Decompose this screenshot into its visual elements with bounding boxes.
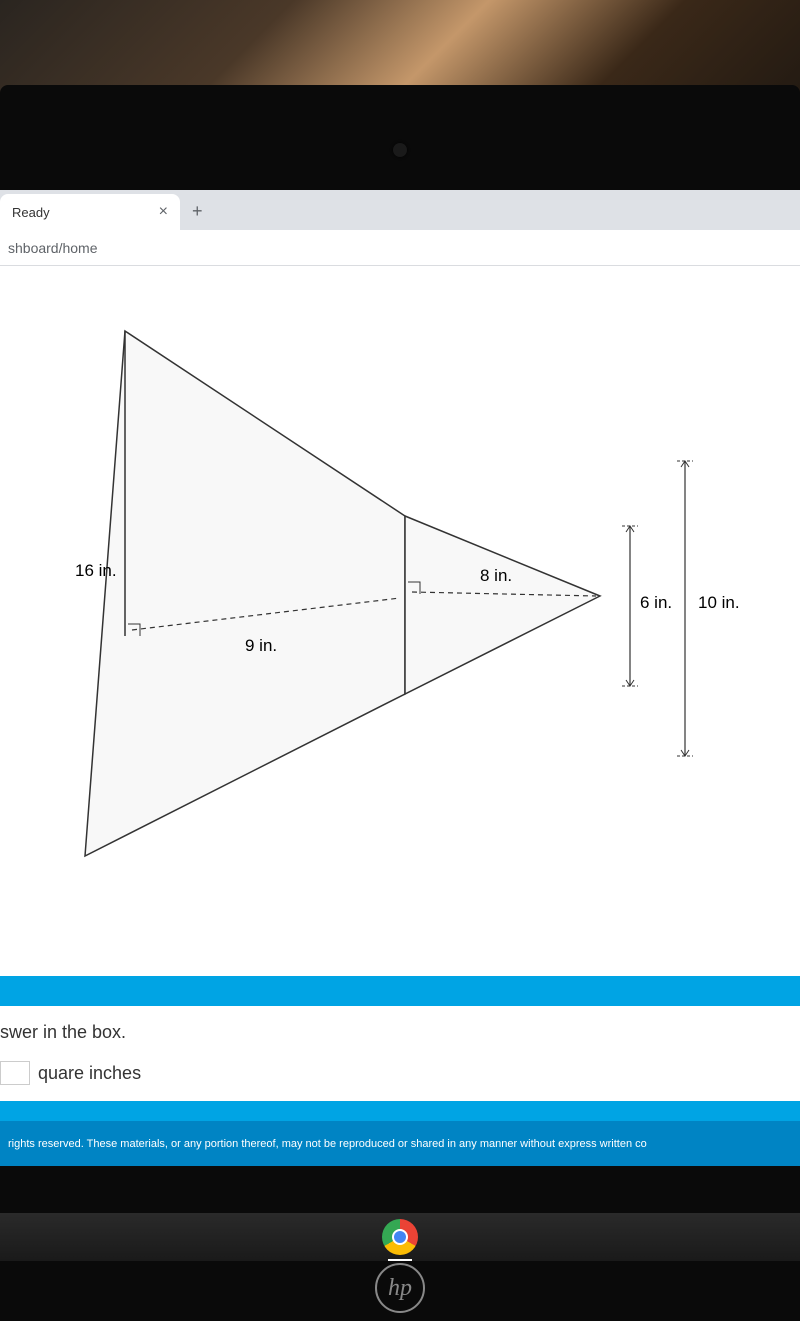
- new-tab-button[interactable]: +: [180, 193, 215, 230]
- page-content: 16 in. 9 in. 8 in. 6 in. 10 in.: [0, 266, 800, 976]
- answer-input-box[interactable]: [0, 1061, 30, 1085]
- laptop-frame: Ready × + shboard/home: [0, 85, 800, 1321]
- tab-title: Ready: [12, 205, 50, 220]
- answer-prompt-1: swer in the box.: [0, 1022, 800, 1043]
- hp-logo: hp: [375, 1263, 425, 1313]
- close-tab-icon[interactable]: ×: [159, 203, 168, 221]
- label-8in: 8 in.: [480, 566, 512, 585]
- label-6in: 6 in.: [640, 593, 672, 612]
- laptop-camera: [393, 143, 407, 157]
- label-10in: 10 in.: [698, 593, 740, 612]
- label-9in: 9 in.: [245, 636, 277, 655]
- chrome-icon[interactable]: [382, 1219, 418, 1255]
- label-16in: 16 in.: [75, 561, 117, 580]
- answer-units: quare inches: [38, 1063, 141, 1084]
- url-text: shboard/home: [8, 240, 98, 256]
- copyright-footer: rights reserved. These materials, or any…: [0, 1121, 800, 1166]
- browser-tab[interactable]: Ready ×: [0, 194, 180, 230]
- blue-divider-top: [0, 976, 800, 1006]
- taskbar: [0, 1213, 800, 1261]
- blue-divider-bottom: [0, 1101, 800, 1121]
- answer-prompt-2: quare inches: [0, 1061, 800, 1085]
- browser-tab-bar: Ready × +: [0, 190, 800, 230]
- geometry-diagram: 16 in. 9 in. 8 in. 6 in. 10 in.: [0, 286, 800, 886]
- address-bar[interactable]: shboard/home: [0, 230, 800, 266]
- copyright-text: rights reserved. These materials, or any…: [8, 1138, 647, 1150]
- answer-section: swer in the box. quare inches: [0, 1006, 800, 1101]
